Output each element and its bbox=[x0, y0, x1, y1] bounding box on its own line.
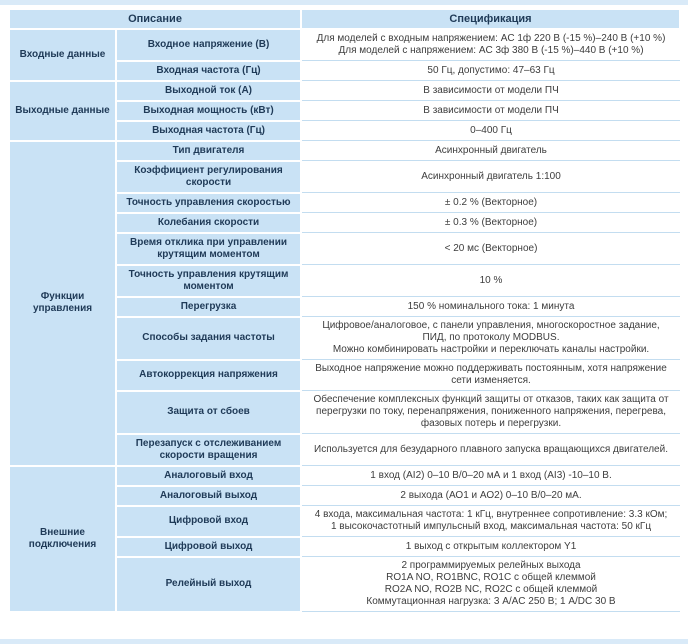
bottom-divider bbox=[0, 639, 688, 644]
row-value: 50 Гц, допустимо: 47–63 Гц bbox=[300, 60, 681, 81]
row-value: ± 0.2 % (Векторное) bbox=[300, 192, 681, 213]
row-label: Перегрузка bbox=[114, 295, 303, 318]
table-row: Внешние подключения Аналоговый вход 1 вх… bbox=[8, 464, 681, 613]
row-label: Цифровой вход bbox=[114, 504, 303, 538]
category-cell-control-functions: Функции управления bbox=[8, 139, 117, 467]
row-value: 4 входа, максимальная частота: 1 кГц, вн… bbox=[300, 505, 681, 537]
table-row: Релейный выход 2 программируемых релейны… bbox=[9, 555, 681, 613]
row-label: Релейный выход bbox=[114, 555, 303, 613]
table-row: Время отклика при управлении крутящим мо… bbox=[9, 231, 681, 266]
row-label: Способы задания частоты bbox=[114, 315, 303, 361]
row-value: Выходное напряжение можно поддерживать п… bbox=[300, 359, 681, 391]
row-label: Аналоговый выход bbox=[114, 484, 303, 507]
row-value: 2 программируемых релейных выхода RO1A N… bbox=[300, 556, 681, 612]
row-label: Тип двигателя bbox=[114, 139, 303, 162]
top-divider bbox=[0, 0, 688, 5]
row-value: Цифровое/аналоговое, с панели управления… bbox=[300, 316, 681, 360]
category-cell-output-data: Выходные данные bbox=[8, 79, 117, 142]
table-row: Выходная мощность (кВт) В зависимости от… bbox=[9, 99, 681, 122]
table-row: Входные данные Входное напряжение (В) Дл… bbox=[8, 28, 681, 82]
row-label: Аналоговый вход bbox=[114, 464, 303, 487]
row-value: Для моделей с входным напряжением: AC 1ф… bbox=[300, 28, 681, 61]
row-value: 0–400 Гц bbox=[300, 120, 681, 141]
row-label: Автокоррекция напряжения bbox=[114, 358, 303, 392]
category-cell-input-data: Входные данные bbox=[8, 28, 117, 82]
row-value: Обеспечение комплексных функций защиты о… bbox=[300, 390, 681, 434]
row-label: Цифровой выход bbox=[114, 535, 303, 558]
row-label: Выходная частота (Гц) bbox=[114, 119, 303, 142]
table-row: Перезапуск с отслеживанием скорости вращ… bbox=[9, 432, 681, 467]
table-row: Цифровой вход 4 входа, максимальная част… bbox=[9, 504, 681, 538]
row-value: В зависимости от модели ПЧ bbox=[300, 100, 681, 121]
table-row: Выходная частота (Гц) 0–400 Гц bbox=[9, 119, 681, 142]
row-value: 1 выход с открытым коллектором Y1 bbox=[300, 536, 681, 557]
row-value: ± 0.3 % (Векторное) bbox=[300, 212, 681, 233]
row-label: Коэффициент регулирования скорости bbox=[114, 159, 303, 194]
row-label: Время отклика при управлении крутящим мо… bbox=[114, 231, 303, 266]
row-value: Асинхронный двигатель bbox=[300, 140, 681, 161]
header-row: Описание Спецификация bbox=[7, 8, 682, 30]
row-value: 150 % номинального тока: 1 минута bbox=[300, 296, 681, 317]
row-value: В зависимости от модели ПЧ bbox=[300, 80, 681, 101]
row-value: Асинхронный двигатель 1:100 bbox=[300, 160, 681, 193]
row-value: Используется для безударного плавного за… bbox=[300, 433, 681, 466]
row-label: Колебания скорости bbox=[114, 211, 303, 234]
table-row: Точность управления скоростью ± 0.2 % (В… bbox=[9, 191, 681, 214]
specification-table: Описание Спецификация Входные данные Вхо… bbox=[7, 8, 682, 613]
table-row: Аналоговый выход 2 выхода (АО1 и АО2) 0–… bbox=[9, 484, 681, 507]
column-header-specification: Спецификация bbox=[300, 8, 682, 30]
row-label: Выходная мощность (кВт) bbox=[114, 99, 303, 122]
row-label: Выходной ток (А) bbox=[114, 79, 303, 102]
row-label: Входная частота (Гц) bbox=[114, 59, 303, 82]
table-row: Коэффициент регулирования скорости Асинх… bbox=[9, 159, 681, 194]
row-value: 2 выхода (АО1 и АО2) 0–10 В/0–20 мА. bbox=[300, 485, 681, 506]
table-row: Автокоррекция напряжения Выходное напряж… bbox=[9, 358, 681, 392]
table-row: Входная частота (Гц) 50 Гц, допустимо: 4… bbox=[9, 59, 681, 82]
row-label: Точность управления крутящим моментом bbox=[114, 263, 303, 298]
table-row: Цифровой выход 1 выход с открытым коллек… bbox=[9, 535, 681, 558]
row-label: Защита от сбоев bbox=[114, 389, 303, 435]
row-value: < 20 мс (Векторное) bbox=[300, 232, 681, 265]
row-label: Входное напряжение (В) bbox=[114, 28, 303, 62]
row-value: 10 % bbox=[300, 264, 681, 297]
category-cell-external-connections: Внешние подключения bbox=[8, 464, 117, 613]
table-row: Колебания скорости ± 0.3 % (Векторное) bbox=[9, 211, 681, 234]
table-row: Защита от сбоев Обеспечение комплексных … bbox=[9, 389, 681, 435]
row-value: 1 вход (AI2) 0–10 В/0–20 мА и 1 вход (AI… bbox=[300, 465, 681, 486]
table-row: Выходные данные Выходной ток (А) В завис… bbox=[8, 79, 681, 142]
table-row: Способы задания частоты Цифровое/аналого… bbox=[9, 315, 681, 361]
table-row: Функции управления Тип двигателя Асинхро… bbox=[8, 139, 681, 467]
row-label: Перезапуск с отслеживанием скорости вращ… bbox=[114, 432, 303, 467]
table-row: Точность управления крутящим моментом 10… bbox=[9, 263, 681, 298]
row-label: Точность управления скоростью bbox=[114, 191, 303, 214]
column-header-description: Описание bbox=[7, 8, 303, 30]
